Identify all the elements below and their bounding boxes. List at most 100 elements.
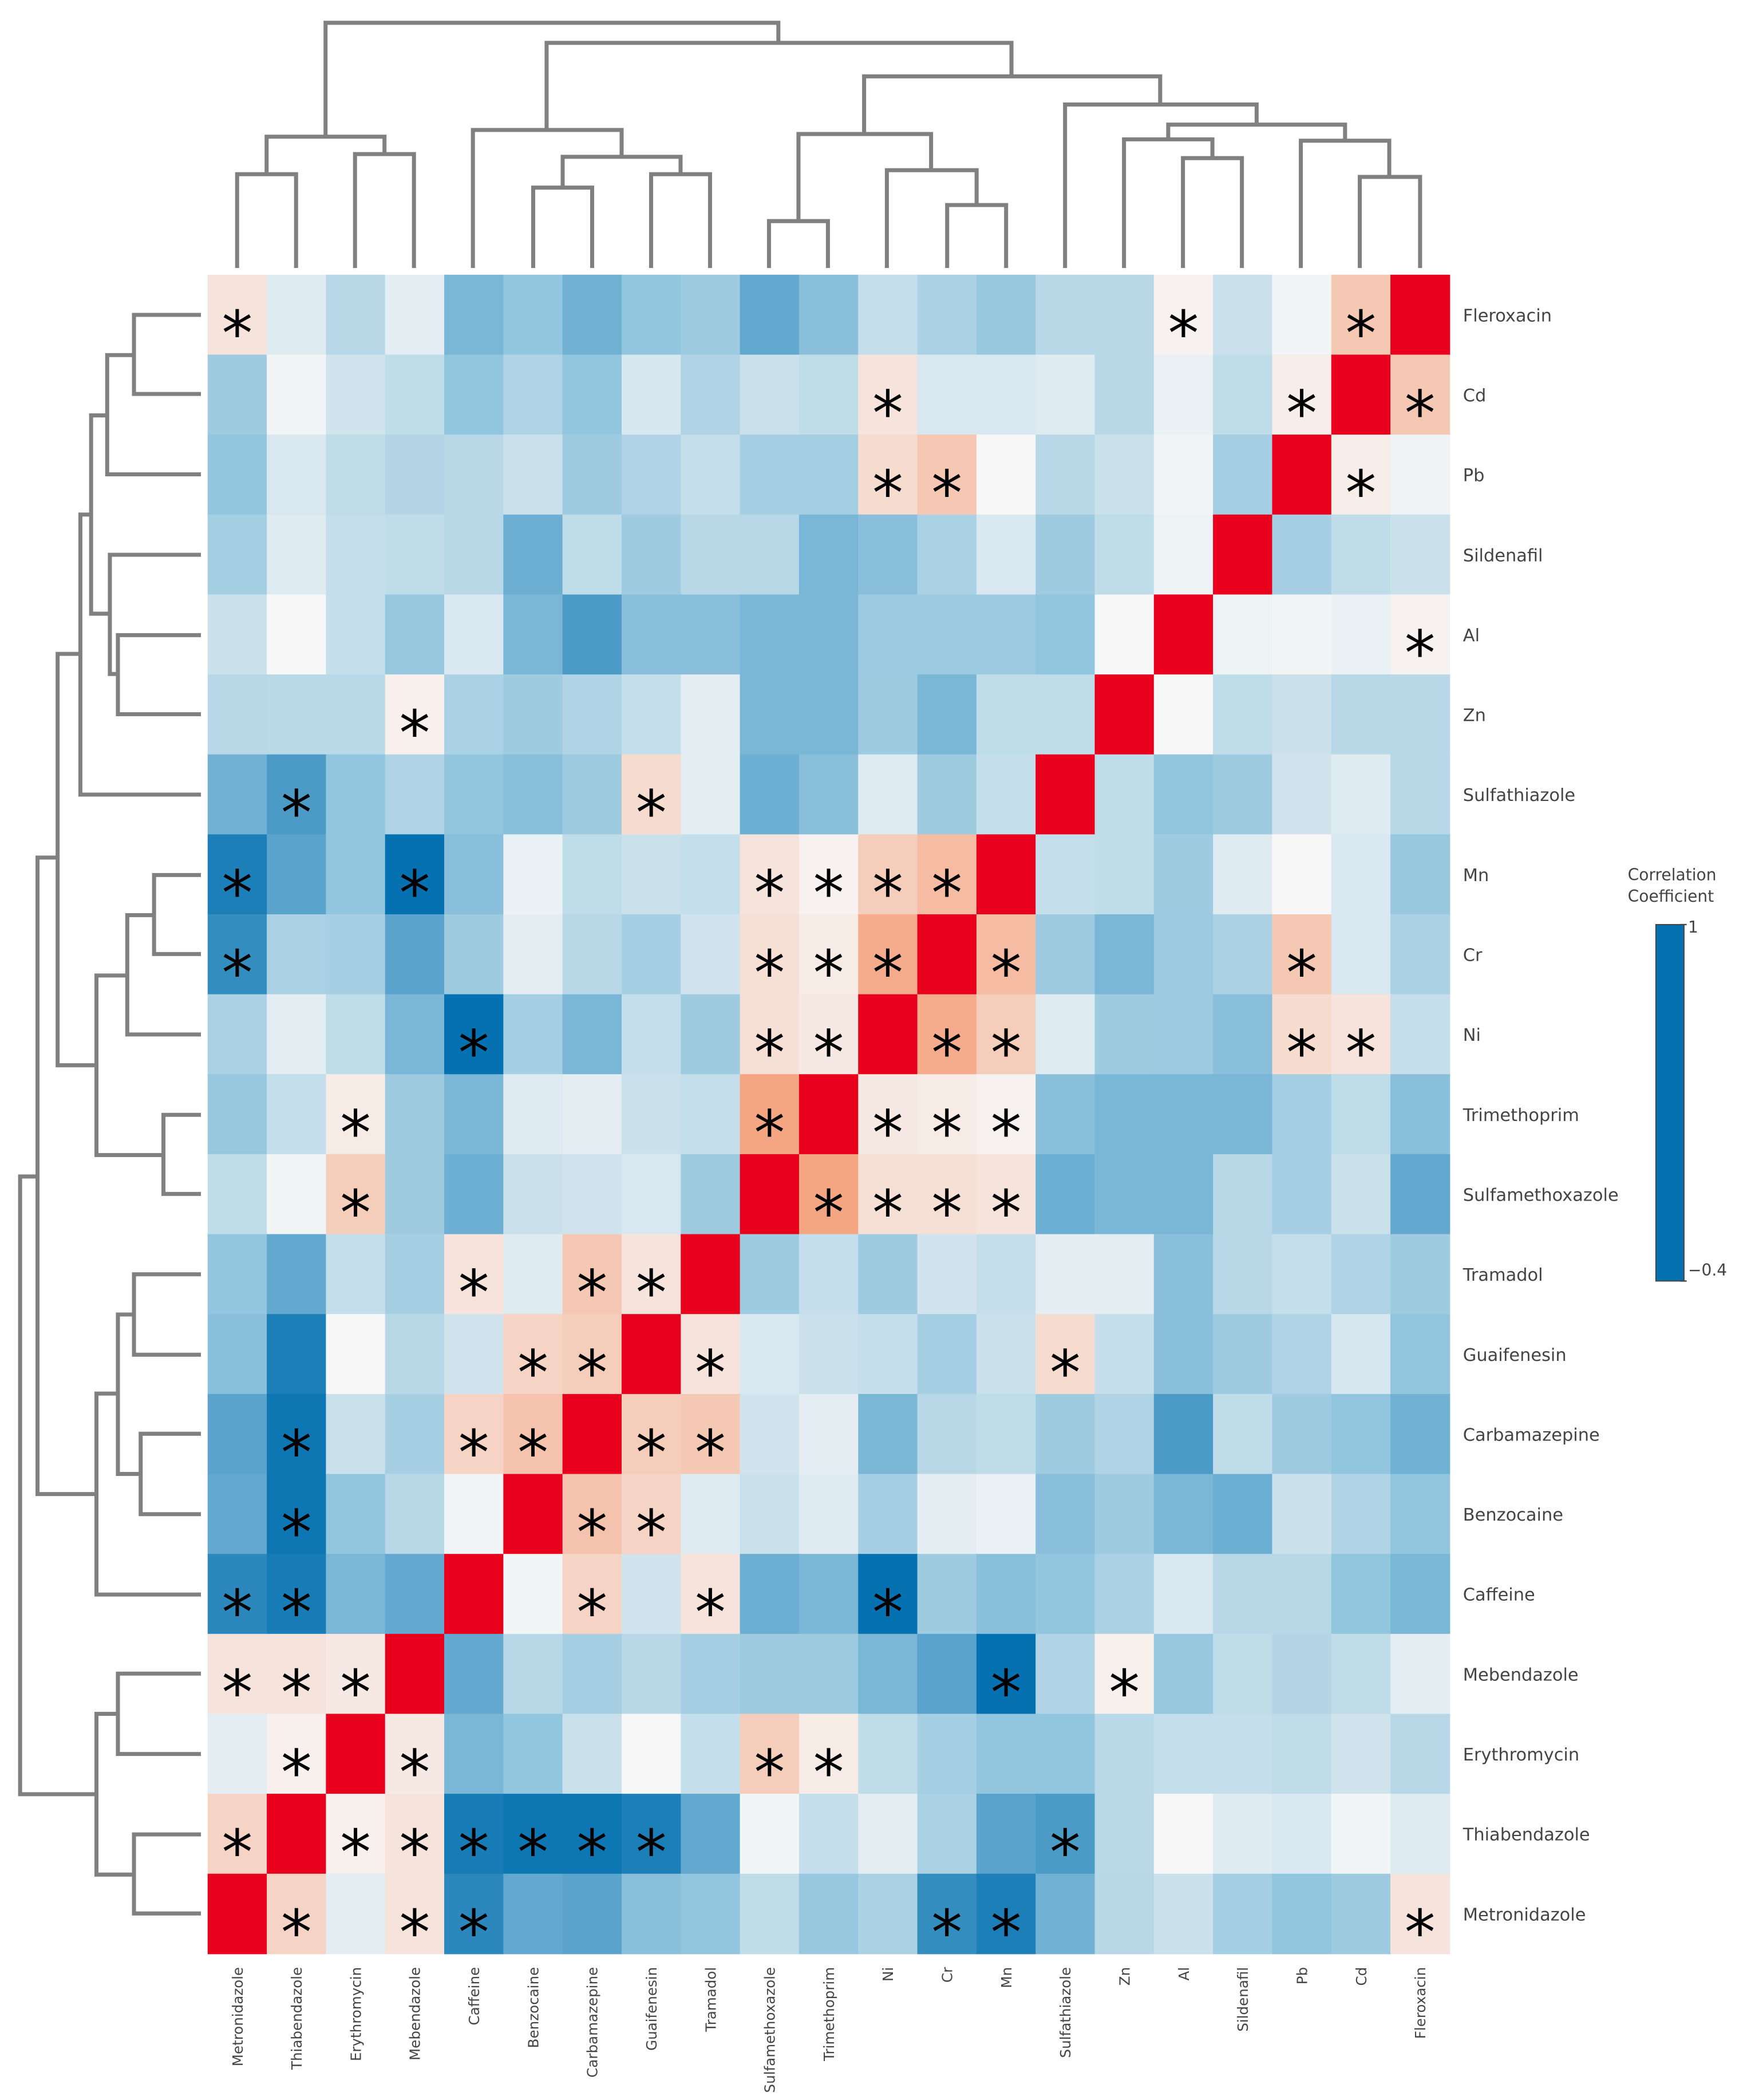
significance-mark: * [1286, 938, 1317, 1009]
heatmap-cell [1153, 1794, 1214, 1874]
heatmap-cell [562, 435, 622, 515]
heatmap-cell [207, 274, 268, 356]
heatmap-cell [444, 1873, 504, 1955]
heatmap-cell [1331, 1234, 1391, 1315]
heatmap-cell [444, 1074, 504, 1155]
column-label: Carbamazepine [584, 1967, 601, 2078]
heatmap-cell [207, 994, 268, 1075]
heatmap-cell [562, 1554, 622, 1635]
heatmap-cell [385, 594, 445, 675]
significance-mark: * [695, 1577, 726, 1649]
significance-mark: * [636, 1817, 667, 1889]
significance-mark: * [872, 458, 903, 530]
significance-mark: * [340, 1098, 371, 1169]
heatmap-cell [326, 1554, 386, 1635]
heatmap-cell [444, 274, 504, 356]
row-label: Sulfamethoxazole [1463, 1185, 1619, 1205]
significance-mark: * [399, 698, 430, 769]
heatmap-cell [444, 435, 504, 515]
heatmap-cell [858, 1154, 918, 1235]
heatmap-cell [1213, 754, 1273, 835]
column-label: Sildenafil [1235, 1967, 1251, 2032]
heatmap-cell [799, 1314, 859, 1395]
heatmap-cell [267, 834, 327, 915]
heatmap-cell [1272, 514, 1332, 595]
heatmap-cell [1272, 834, 1332, 915]
heatmap-cell [267, 914, 327, 995]
heatmap-cell [326, 834, 386, 915]
heatmap-cell [503, 594, 563, 675]
heatmap-cell [740, 754, 800, 835]
heatmap-cell [799, 514, 859, 595]
significance-mark: * [222, 938, 253, 1009]
heatmap-cell [326, 674, 386, 755]
dendrogram-branch [1358, 175, 1422, 269]
significance-mark: * [576, 1337, 607, 1409]
heatmap-cell [267, 1714, 327, 1795]
heatmap-cell [740, 435, 800, 515]
heatmap-cell [207, 754, 268, 835]
heatmap-cell [1094, 754, 1155, 835]
dendrogram-branch [235, 172, 298, 269]
heatmap-cell [1272, 914, 1332, 995]
heatmap-cell [503, 754, 563, 835]
significance-mark: * [754, 1738, 785, 1809]
heatmap-cell [1331, 834, 1391, 915]
heatmap-cell [681, 1633, 741, 1715]
heatmap-cell [1272, 1394, 1332, 1475]
significance-mark: * [931, 1178, 962, 1249]
heatmap-cell [917, 994, 977, 1075]
significance-mark: * [458, 1258, 489, 1329]
heatmap-cell [976, 1474, 1037, 1555]
heatmap-cell [444, 1714, 504, 1795]
heatmap-cell [976, 594, 1037, 675]
row-label: Mebendazole [1463, 1665, 1579, 1685]
heatmap-cell [503, 435, 563, 515]
heatmap-cell [740, 914, 800, 995]
heatmap-cell [858, 274, 918, 356]
heatmap-cell [326, 1394, 386, 1475]
heatmap-cell [621, 1074, 682, 1155]
heatmap-cell [1153, 274, 1214, 356]
dendrogram-branch [139, 1431, 201, 1517]
heatmap-cell [1331, 994, 1391, 1075]
heatmap-cell [976, 1873, 1037, 1955]
heatmap-cell [858, 1314, 918, 1395]
heatmap-cell [385, 1394, 445, 1475]
heatmap-cell [1272, 674, 1332, 755]
colorbar-tick-label: 1 [1688, 918, 1698, 937]
heatmap-cell [1153, 1394, 1214, 1475]
heatmap-cell [444, 1314, 504, 1395]
column-label: Sulfamethoxazole [762, 1967, 778, 2093]
heatmap-cell [740, 1474, 800, 1555]
significance-mark: * [754, 938, 785, 1009]
heatmap-cell [1272, 1554, 1332, 1635]
heatmap-cell [799, 1794, 859, 1874]
heatmap-cell [681, 274, 741, 356]
significance-mark: * [872, 1178, 903, 1249]
heatmap-cell [621, 435, 682, 515]
heatmap-cell [917, 514, 977, 595]
heatmap-cell [385, 1474, 445, 1555]
heatmap-cell [503, 514, 563, 595]
dendrogram-branch [531, 185, 594, 269]
heatmap-cell [1213, 1394, 1273, 1475]
significance-mark: * [340, 1657, 371, 1729]
significance-mark: * [399, 1738, 430, 1809]
heatmap-cell [326, 1234, 386, 1315]
heatmap-cell [858, 514, 918, 595]
heatmap-cell [1331, 1154, 1391, 1235]
significance-mark: * [1345, 298, 1376, 370]
heatmap-cell [267, 1633, 327, 1715]
heatmap-cell [1035, 914, 1096, 995]
heatmap-cell [681, 1554, 741, 1635]
heatmap-cell [1213, 1474, 1273, 1555]
heatmap-cell [621, 994, 682, 1075]
heatmap-cell [444, 514, 504, 595]
heatmap-cell [681, 1234, 741, 1315]
heatmap-cell [976, 1714, 1037, 1795]
heatmap-cell [267, 1474, 327, 1555]
heatmap-cell [1390, 1873, 1450, 1955]
heatmap-cell [740, 1873, 800, 1955]
